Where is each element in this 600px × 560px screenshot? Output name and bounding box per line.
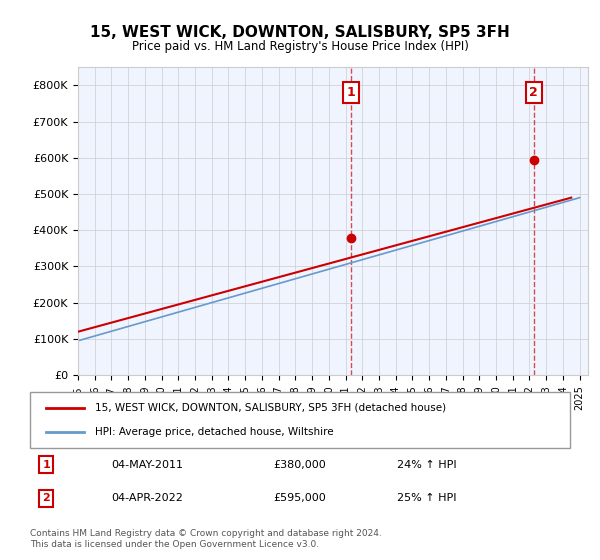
FancyBboxPatch shape bbox=[30, 392, 570, 448]
Text: 24% ↑ HPI: 24% ↑ HPI bbox=[397, 460, 457, 470]
Text: HPI: Average price, detached house, Wiltshire: HPI: Average price, detached house, Wilt… bbox=[95, 427, 334, 437]
Text: £595,000: £595,000 bbox=[273, 493, 326, 503]
Text: £380,000: £380,000 bbox=[273, 460, 326, 470]
Text: 04-APR-2022: 04-APR-2022 bbox=[111, 493, 183, 503]
Text: 25% ↑ HPI: 25% ↑ HPI bbox=[397, 493, 457, 503]
Text: 2: 2 bbox=[43, 493, 50, 503]
Text: 2: 2 bbox=[529, 86, 538, 99]
Text: 04-MAY-2011: 04-MAY-2011 bbox=[111, 460, 183, 470]
Text: Contains HM Land Registry data © Crown copyright and database right 2024.
This d: Contains HM Land Registry data © Crown c… bbox=[30, 529, 382, 549]
Text: Price paid vs. HM Land Registry's House Price Index (HPI): Price paid vs. HM Land Registry's House … bbox=[131, 40, 469, 53]
Text: 1: 1 bbox=[43, 460, 50, 470]
Text: 1: 1 bbox=[347, 86, 355, 99]
Text: 15, WEST WICK, DOWNTON, SALISBURY, SP5 3FH (detached house): 15, WEST WICK, DOWNTON, SALISBURY, SP5 3… bbox=[95, 403, 446, 413]
Text: 15, WEST WICK, DOWNTON, SALISBURY, SP5 3FH: 15, WEST WICK, DOWNTON, SALISBURY, SP5 3… bbox=[90, 25, 510, 40]
